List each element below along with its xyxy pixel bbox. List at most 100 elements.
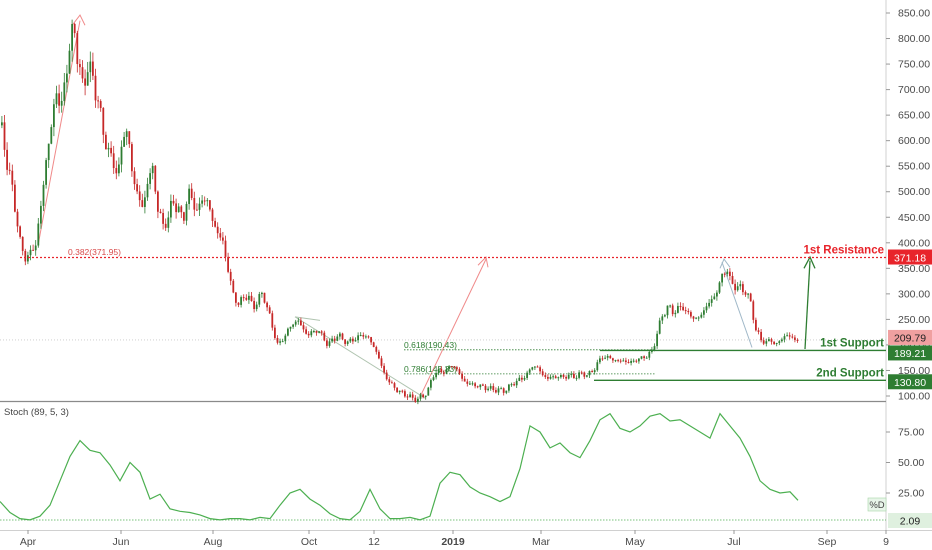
candle-body[interactable] bbox=[84, 78, 86, 86]
candle-body[interactable] bbox=[513, 384, 515, 386]
candle-body[interactable] bbox=[783, 336, 786, 340]
level-name-label[interactable]: 2nd Support bbox=[816, 367, 884, 379]
candle-body[interactable] bbox=[466, 381, 469, 384]
candle-body[interactable] bbox=[302, 325, 305, 330]
candle-body[interactable] bbox=[141, 200, 144, 207]
candle-body[interactable] bbox=[414, 397, 417, 402]
candle-body[interactable] bbox=[16, 211, 19, 227]
candle-body[interactable] bbox=[502, 388, 505, 393]
candle-body[interactable] bbox=[378, 351, 380, 359]
candle-body[interactable] bbox=[705, 306, 708, 311]
candle-body[interactable] bbox=[768, 339, 770, 342]
candle-body[interactable] bbox=[716, 292, 718, 297]
candle-body[interactable] bbox=[271, 313, 274, 328]
candle-body[interactable] bbox=[344, 339, 346, 344]
candle-body[interactable] bbox=[372, 342, 375, 347]
candle-body[interactable] bbox=[417, 398, 419, 402]
candle-body[interactable] bbox=[703, 310, 705, 315]
candle-body[interactable] bbox=[580, 372, 583, 374]
candle-body[interactable] bbox=[201, 200, 203, 204]
candle-body[interactable] bbox=[749, 293, 752, 302]
candle-body[interactable] bbox=[458, 369, 461, 374]
candle-body[interactable] bbox=[81, 67, 84, 79]
candle-body[interactable] bbox=[183, 212, 185, 221]
candle-body[interactable] bbox=[391, 382, 393, 384]
candle-body[interactable] bbox=[570, 373, 573, 375]
candle-body[interactable] bbox=[263, 292, 266, 303]
candle-body[interactable] bbox=[479, 384, 482, 388]
candle-body[interactable] bbox=[11, 170, 14, 185]
candle-body[interactable] bbox=[437, 368, 440, 374]
candle-body[interactable] bbox=[677, 306, 679, 313]
candle-body[interactable] bbox=[409, 394, 411, 398]
candle-body[interactable] bbox=[583, 372, 586, 377]
candle-body[interactable] bbox=[489, 386, 492, 389]
candle-body[interactable] bbox=[365, 336, 367, 338]
candle-body[interactable] bbox=[3, 122, 6, 150]
candle-body[interactable] bbox=[326, 340, 328, 346]
candle-body[interactable] bbox=[284, 335, 287, 342]
candle-body[interactable] bbox=[40, 205, 42, 224]
candle-body[interactable] bbox=[692, 316, 695, 319]
candle-body[interactable] bbox=[726, 271, 729, 274]
candle-body[interactable] bbox=[500, 388, 502, 390]
candle-body[interactable] bbox=[287, 328, 289, 336]
candle-body[interactable] bbox=[224, 240, 227, 257]
candle-body[interactable] bbox=[315, 331, 318, 333]
candle-body[interactable] bbox=[697, 317, 700, 319]
candle-body[interactable] bbox=[123, 136, 125, 147]
candle-body[interactable] bbox=[482, 384, 484, 386]
candle-body[interactable] bbox=[723, 273, 726, 275]
candle-body[interactable] bbox=[310, 331, 313, 336]
candle-body[interactable] bbox=[86, 72, 89, 86]
candle-body[interactable] bbox=[757, 330, 760, 332]
candle-body[interactable] bbox=[45, 160, 47, 185]
candle-body[interactable] bbox=[219, 233, 222, 238]
candle-body[interactable] bbox=[606, 355, 609, 358]
candle-body[interactable] bbox=[547, 376, 549, 379]
candle-body[interactable] bbox=[658, 320, 661, 334]
candle-body[interactable] bbox=[300, 320, 302, 326]
candle-body[interactable] bbox=[661, 316, 664, 321]
candle-body[interactable] bbox=[687, 310, 690, 313]
candle-body[interactable] bbox=[349, 338, 352, 342]
candle-body[interactable] bbox=[112, 153, 115, 169]
candle-body[interactable] bbox=[557, 377, 560, 379]
candle-body[interactable] bbox=[276, 337, 279, 343]
candle-body[interactable] bbox=[578, 372, 580, 378]
candle-body[interactable] bbox=[144, 197, 146, 207]
candle-body[interactable] bbox=[622, 360, 625, 362]
candle-body[interactable] bbox=[729, 271, 731, 276]
candle-body[interactable] bbox=[216, 226, 219, 234]
candle-body[interactable] bbox=[268, 307, 271, 314]
candle-body[interactable] bbox=[120, 146, 123, 165]
candle-body[interactable] bbox=[292, 324, 294, 327]
candle-body[interactable] bbox=[781, 339, 783, 342]
candle-body[interactable] bbox=[508, 384, 510, 391]
candle-body[interactable] bbox=[240, 297, 242, 305]
candle-body[interactable] bbox=[596, 362, 599, 371]
candle-body[interactable] bbox=[612, 358, 614, 361]
candle-body[interactable] bbox=[211, 209, 214, 221]
candle-body[interactable] bbox=[541, 371, 544, 376]
candle-body[interactable] bbox=[385, 372, 388, 380]
candle-body[interactable] bbox=[58, 93, 60, 106]
candle-body[interactable] bbox=[118, 164, 120, 174]
support-resistance-levels[interactable]: 1st Resistance 1st Support 2nd Support bbox=[20, 245, 886, 381]
candle-body[interactable] bbox=[203, 200, 206, 202]
candle-body[interactable] bbox=[383, 365, 385, 373]
candle-body[interactable] bbox=[796, 339, 799, 341]
candle-body[interactable] bbox=[289, 326, 292, 329]
candle-body[interactable] bbox=[258, 294, 261, 305]
candle-body[interactable] bbox=[34, 245, 37, 251]
candle-body[interactable] bbox=[575, 377, 578, 379]
candle-body[interactable] bbox=[253, 301, 255, 310]
candle-body[interactable] bbox=[591, 371, 593, 373]
candle-body[interactable] bbox=[71, 23, 73, 51]
candle-body[interactable] bbox=[635, 360, 638, 362]
candle-body[interactable] bbox=[752, 301, 755, 320]
candle-body[interactable] bbox=[235, 292, 237, 303]
candle-body[interactable] bbox=[463, 378, 466, 382]
candle-body[interactable] bbox=[505, 390, 508, 393]
candle-body[interactable] bbox=[354, 340, 357, 342]
